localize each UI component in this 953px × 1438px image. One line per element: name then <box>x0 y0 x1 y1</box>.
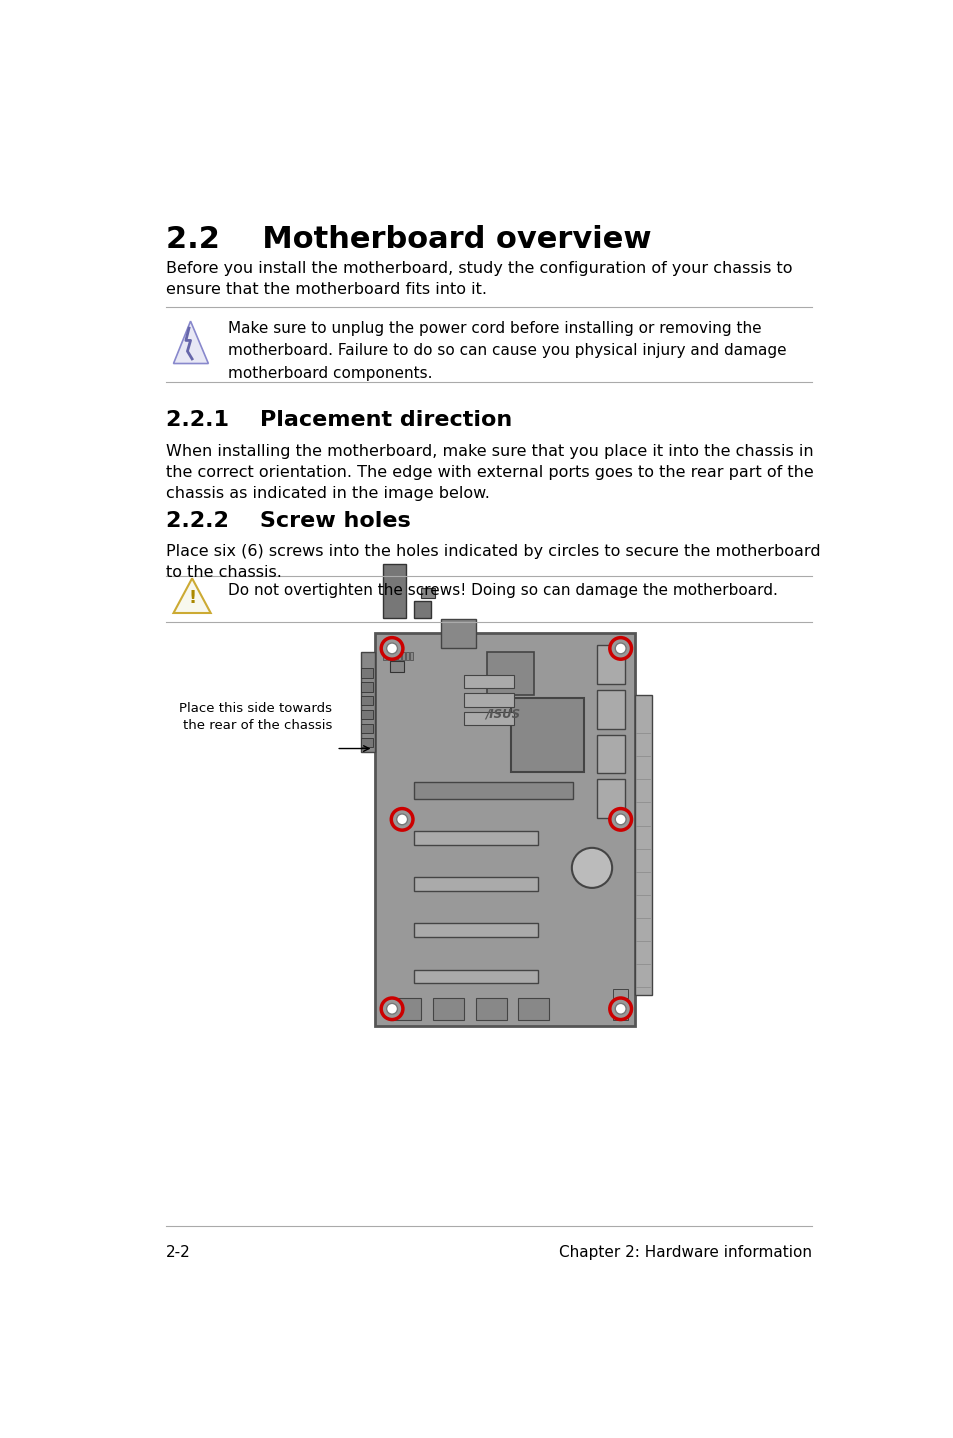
Text: Place this side towards
the rear of the chassis: Place this side towards the rear of the … <box>179 702 332 732</box>
Circle shape <box>615 1004 625 1014</box>
Circle shape <box>386 1004 397 1014</box>
Bar <box>360 682 373 692</box>
Text: Chapter 2: Hardware information: Chapter 2: Hardware information <box>558 1245 811 1260</box>
Circle shape <box>571 848 612 887</box>
Bar <box>360 653 375 752</box>
Bar <box>597 735 624 774</box>
Text: 2.2.1    Placement direction: 2.2.1 Placement direction <box>166 410 512 430</box>
Text: Make sure to unplug the power cord before installing or removing the
motherboard: Make sure to unplug the power cord befor… <box>228 321 785 381</box>
Circle shape <box>615 643 625 654</box>
Bar <box>414 831 537 844</box>
Bar <box>382 564 406 617</box>
Bar <box>464 674 514 689</box>
Bar <box>510 699 583 772</box>
Bar <box>597 690 624 729</box>
Bar <box>360 723 373 733</box>
Bar <box>487 653 534 695</box>
Bar <box>464 712 514 725</box>
Bar <box>597 779 624 818</box>
Bar <box>476 998 506 1020</box>
Bar <box>440 620 476 649</box>
Bar <box>360 669 373 677</box>
Bar <box>414 969 537 984</box>
Circle shape <box>396 814 407 825</box>
Text: Place six (6) screws into the holes indicated by circles to secure the motherboa: Place six (6) screws into the holes indi… <box>166 545 820 581</box>
Text: 2.2    Motherboard overview: 2.2 Motherboard overview <box>166 224 651 255</box>
Bar <box>517 998 549 1020</box>
Bar <box>360 696 373 706</box>
Circle shape <box>609 637 631 659</box>
Bar <box>612 989 628 998</box>
Circle shape <box>381 998 402 1020</box>
Text: 2.2.2    Screw holes: 2.2.2 Screw holes <box>166 512 410 532</box>
Bar <box>410 653 413 660</box>
Bar <box>406 653 409 660</box>
Polygon shape <box>173 321 208 364</box>
Bar <box>612 999 628 1009</box>
Bar <box>612 1011 628 1020</box>
Bar <box>360 710 373 719</box>
Bar <box>390 998 421 1020</box>
Bar <box>597 646 624 684</box>
Circle shape <box>391 808 413 830</box>
Text: /ISUS: /ISUS <box>485 707 520 720</box>
Polygon shape <box>173 578 211 613</box>
Circle shape <box>609 998 631 1020</box>
Text: When installing the motherboard, make sure that you place it into the chassis in: When installing the motherboard, make su… <box>166 443 813 500</box>
Bar <box>394 653 397 660</box>
Bar <box>414 601 431 617</box>
Bar <box>390 660 404 672</box>
Bar <box>464 693 514 707</box>
Bar <box>634 695 651 995</box>
Bar <box>433 998 464 1020</box>
Circle shape <box>386 643 397 654</box>
Bar <box>421 588 435 598</box>
Text: 2-2: 2-2 <box>166 1245 191 1260</box>
Text: Before you install the motherboard, study the configuration of your chassis to
e: Before you install the motherboard, stud… <box>166 262 791 298</box>
Bar <box>397 653 401 660</box>
Text: !: ! <box>188 588 196 607</box>
Bar <box>414 923 537 938</box>
Bar <box>390 653 394 660</box>
Bar <box>382 653 385 660</box>
Text: Do not overtighten the screws! Doing so can damage the motherboard.: Do not overtighten the screws! Doing so … <box>228 582 777 598</box>
Bar <box>402 653 405 660</box>
Circle shape <box>615 814 625 825</box>
Bar <box>375 633 634 1025</box>
Bar <box>386 653 390 660</box>
Circle shape <box>609 808 631 830</box>
Circle shape <box>381 637 402 659</box>
Bar <box>360 738 373 746</box>
Bar <box>414 877 537 892</box>
Bar <box>414 782 572 798</box>
